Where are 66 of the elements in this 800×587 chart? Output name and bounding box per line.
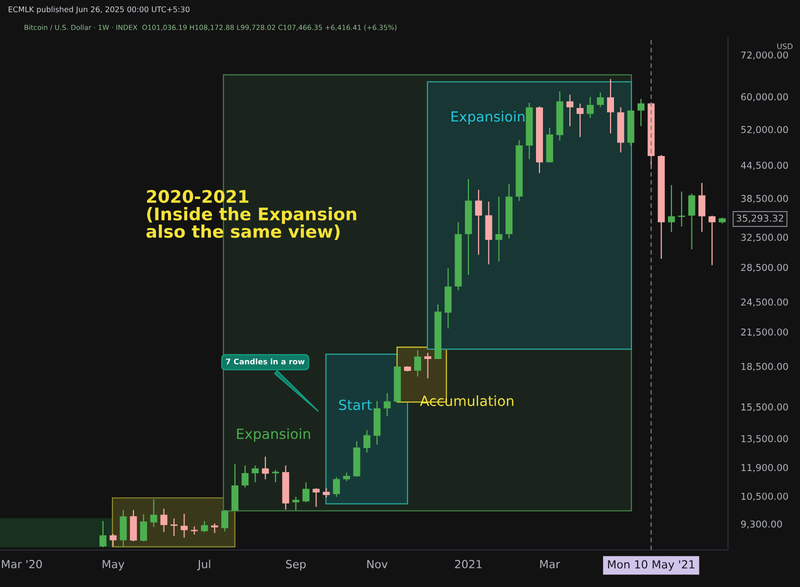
candlestick [698,182,706,232]
ref-line-label: Mon 10 May '21 [608,560,694,571]
y-tick-label: 15,500.00 [742,403,788,412]
candlestick [272,469,280,483]
y-tick-label: 9,300.00 [741,520,782,529]
candlestick [312,488,320,508]
y-tick-label: 32,500.00 [741,234,788,242]
x-tick-label: May [102,560,124,570]
candlestick [668,184,675,232]
y-tick-label: 28,500.00 [741,264,788,272]
y-tick-label: 72,000.00 [741,51,788,60]
candlestick [607,78,614,134]
candlestick [150,498,158,528]
candlestick [211,522,218,534]
text: 35,293.32 [736,214,784,223]
annotation: Expansioin [237,428,310,442]
candlestick [708,215,716,266]
annotation: Expansioin [452,111,524,124]
candlestick [566,94,574,127]
candlestick [110,533,117,547]
candlestick [678,191,686,228]
candlestick [638,98,644,127]
y-tick-label: 52,000.00 [741,126,788,134]
candlestick [262,456,269,480]
candlestick [596,92,604,108]
candlestick [242,464,249,488]
annotation: 2020-2021 (Inside the Expansion also the same view) [146,190,356,240]
candlestick [586,96,594,118]
candlestick [424,352,432,379]
y-tick-label: 24,500.00 [741,298,788,307]
candlestick [475,189,482,256]
y-tick-label: 44,500.00 [740,162,788,170]
candlestick [363,430,370,454]
candlestick [99,520,106,548]
annotation: Start [339,400,372,410]
y-tick-label: 21,500.00 [741,328,788,337]
candlestick [414,350,422,377]
candlestick [201,520,208,533]
candlestick [140,514,148,542]
y-tick-label: 10,500.00 [742,492,788,501]
x-tick-label: Jul [197,560,210,570]
candlestick [292,496,300,511]
x-tick-label: Nov [367,560,388,568]
candlestick [495,196,502,262]
candlestick [302,482,310,503]
y-tick-label: 13,500.00 [742,435,788,444]
candlestick [322,488,330,498]
candlestick [252,464,259,483]
candlestick [180,513,188,538]
candlestick [332,476,340,498]
candlestick [221,510,228,532]
x-tick-label: 2021 [455,560,482,568]
candlestick [384,392,391,417]
candlestick [688,193,696,250]
y-tick-label: 60,000.00 [741,93,788,102]
x-tick-label: Mar '20 [2,560,42,568]
y-tick-label: 38,500.00 [741,194,788,204]
annotation: Accumulation [420,395,514,406]
y-tick-label: 18,500.00 [742,362,788,371]
x-tick-label: Mar [540,560,560,568]
candlestick [120,510,127,547]
candlestick [170,518,178,537]
x-tick-label: Sep [286,560,306,570]
candlestick [160,508,168,533]
candlestick [576,103,584,138]
y-tick-label: 11,900.00 [742,464,788,472]
